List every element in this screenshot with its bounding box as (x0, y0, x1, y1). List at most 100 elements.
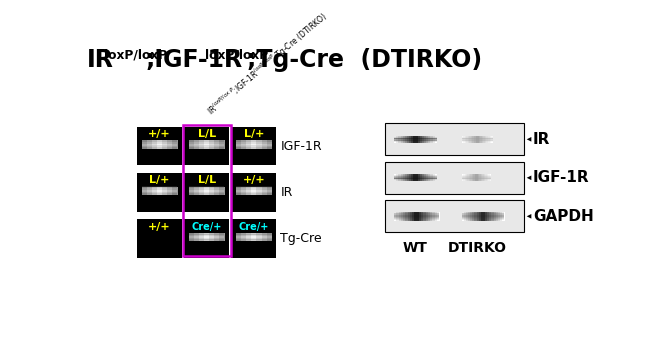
Text: Tg-Cre: Tg-Cre (280, 232, 322, 245)
Bar (394, 136, 397, 143)
Bar (461, 176, 491, 177)
Bar (437, 212, 440, 221)
Bar (394, 137, 437, 138)
Bar (204, 186, 210, 195)
Bar (236, 190, 272, 192)
Bar (394, 138, 437, 139)
Bar (468, 136, 470, 143)
Bar (199, 186, 204, 195)
Bar (465, 174, 467, 181)
Text: +/+: +/+ (243, 175, 265, 185)
Text: IR: IR (280, 186, 293, 199)
Bar (141, 190, 177, 192)
Bar (184, 173, 229, 212)
Bar (463, 136, 465, 143)
Text: ;Tg-Cre  (DTIRKO): ;Tg-Cre (DTIRKO) (247, 48, 482, 72)
Bar (236, 234, 272, 236)
Bar (219, 140, 225, 149)
Bar (403, 212, 406, 221)
Bar (461, 141, 492, 142)
Bar (385, 162, 524, 194)
Bar (231, 173, 276, 212)
Bar (394, 174, 437, 175)
Bar (385, 200, 524, 233)
Bar (491, 136, 493, 143)
Bar (471, 136, 473, 143)
Text: ;IGF-1R: ;IGF-1R (145, 48, 243, 72)
Bar (251, 233, 257, 242)
Bar (496, 212, 498, 221)
Bar (461, 136, 492, 137)
Bar (152, 186, 157, 195)
Bar (502, 212, 504, 221)
Bar (236, 188, 272, 190)
Bar (397, 136, 399, 143)
Bar (262, 186, 267, 195)
Bar (137, 127, 182, 165)
Bar (137, 173, 182, 212)
Text: IGF-1R: IGF-1R (280, 140, 322, 153)
Bar (209, 186, 215, 195)
Bar (408, 212, 410, 221)
Bar (479, 212, 481, 221)
Bar (414, 212, 417, 221)
Bar (236, 239, 272, 242)
Bar (189, 140, 225, 142)
Bar (491, 212, 494, 221)
Bar (394, 219, 439, 220)
Bar (141, 147, 177, 149)
Bar (189, 192, 225, 193)
Bar (479, 174, 481, 181)
Bar (430, 136, 433, 143)
Bar (479, 136, 481, 143)
Bar (471, 174, 473, 181)
Bar (241, 233, 247, 242)
Bar (189, 233, 225, 235)
Bar (426, 136, 429, 143)
Bar (485, 174, 487, 181)
Bar (209, 140, 215, 149)
Bar (461, 216, 504, 217)
Bar (477, 136, 479, 143)
Bar (236, 142, 272, 144)
Bar (394, 176, 437, 177)
Bar (461, 136, 463, 143)
Bar (430, 212, 433, 221)
Bar (464, 212, 466, 221)
Text: Cre/+: Cre/+ (192, 222, 222, 232)
Bar (461, 215, 504, 216)
Bar (461, 217, 504, 218)
Bar (401, 212, 404, 221)
Bar (189, 188, 225, 190)
Bar (236, 140, 241, 149)
Bar (418, 174, 420, 181)
Bar (189, 186, 225, 188)
Bar (394, 141, 437, 142)
Bar (419, 212, 422, 221)
Bar (475, 212, 477, 221)
Bar (189, 233, 194, 242)
Text: WT: WT (403, 241, 428, 255)
Bar (199, 140, 204, 149)
Bar (409, 174, 412, 181)
Bar (478, 174, 480, 181)
Bar (463, 174, 465, 181)
Bar (488, 174, 490, 181)
Polygon shape (527, 214, 531, 219)
Bar (489, 212, 492, 221)
Bar (141, 188, 177, 190)
Bar (247, 186, 252, 195)
Bar (219, 186, 225, 195)
Bar (184, 219, 229, 258)
Bar (394, 175, 437, 176)
Text: +/+: +/+ (148, 129, 171, 139)
Bar (483, 212, 485, 221)
Bar (465, 136, 467, 143)
Bar (236, 186, 241, 195)
Bar (189, 193, 225, 195)
Bar (236, 233, 241, 242)
Bar (256, 233, 262, 242)
Bar (487, 212, 490, 221)
Bar (485, 212, 488, 221)
Bar (461, 213, 504, 215)
